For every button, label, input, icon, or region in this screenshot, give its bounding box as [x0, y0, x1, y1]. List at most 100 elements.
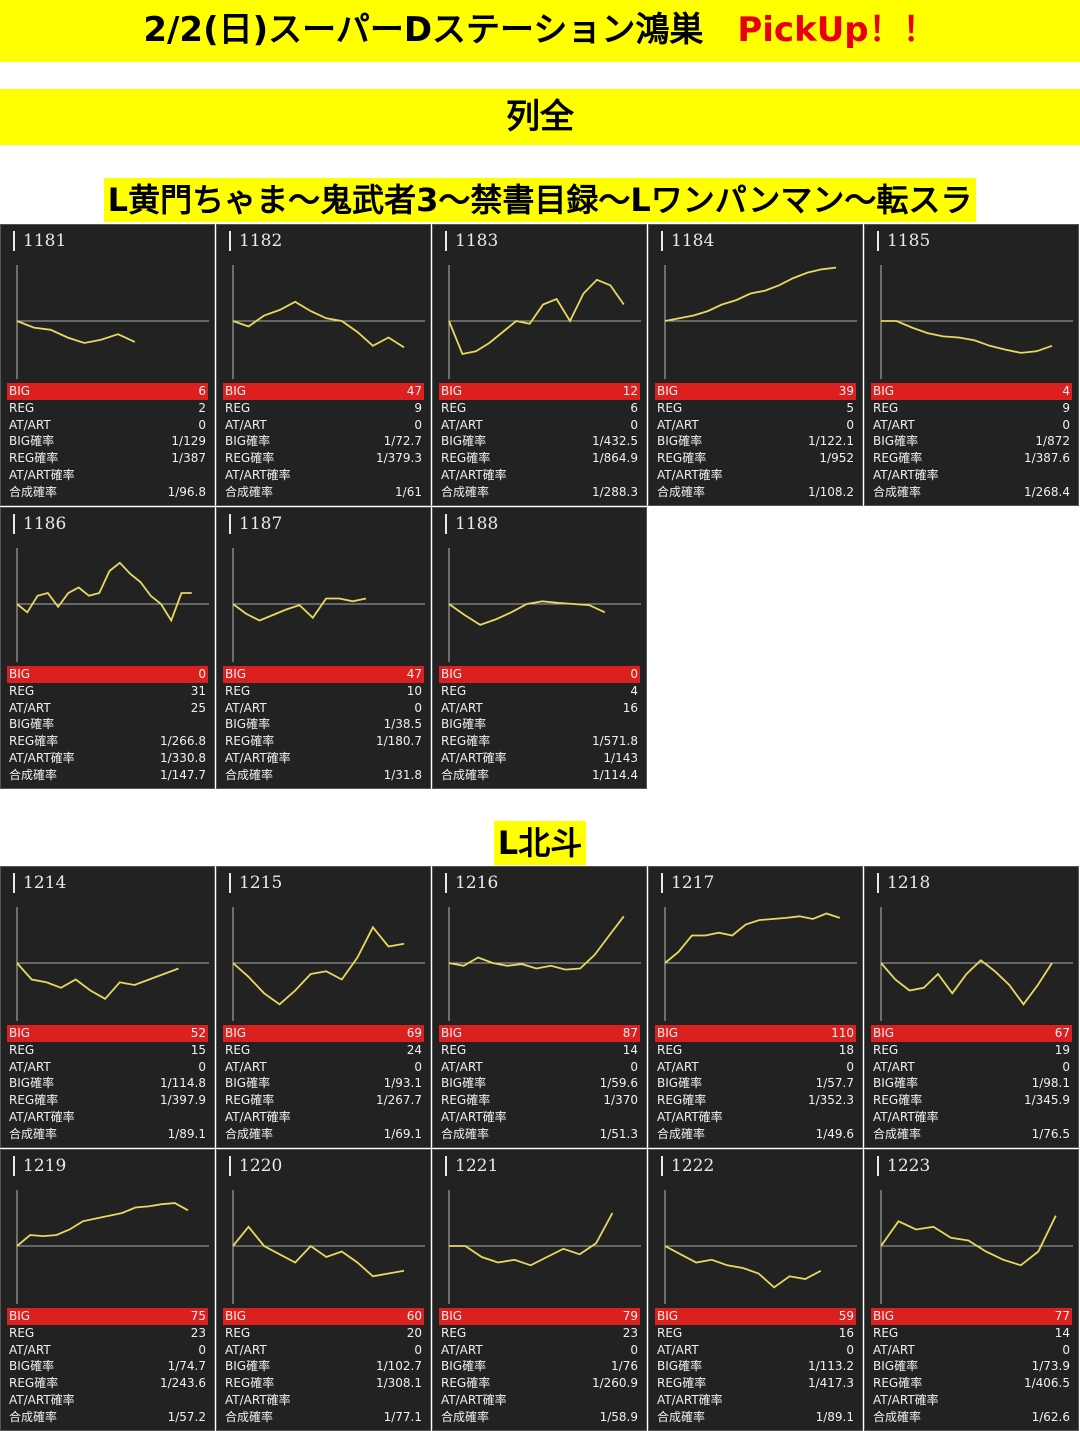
stat-row: AT/ART 0 [7, 1342, 208, 1359]
machine-card[interactable]: 1214 BIG 52 REG 15 AT/ART 0 BIG確率 1/114.8 REG確率 1/… [0, 866, 215, 1148]
stat-label: BIG [441, 1026, 463, 1040]
slump-line [232, 1225, 405, 1278]
stat-label: AT/ART確率 [441, 750, 507, 765]
stat-row: AT/ART確率 [871, 1392, 1072, 1409]
stat-label: BIG [9, 384, 31, 398]
stats-table: BIG 110 REG 18 AT/ART 0 BIG確率 1/57.7 REG確率 1/352.… [655, 1025, 856, 1143]
stat-value: 9 [1062, 400, 1070, 415]
stat-value: 0 [630, 667, 638, 681]
stat-label: BIG [9, 667, 31, 681]
stat-value: 0 [414, 700, 422, 715]
stat-label: AT/ART確率 [441, 1109, 507, 1124]
stat-label: AT/ART [441, 417, 483, 432]
machine-card[interactable]: 1220 BIG 60 REG 20 AT/ART 0 BIG確率 1/102.7 REG確率 1/… [216, 1149, 431, 1431]
stat-row: 合成確率 1/89.1 [7, 1126, 208, 1143]
stats-table: BIG 39 REG 5 AT/ART 0 BIG確率 1/122.1 REG確率 1/952 AT… [655, 383, 856, 501]
stat-row: REG確率 1/352.3 [655, 1092, 856, 1109]
machine-card[interactable]: 1223 BIG 77 REG 14 AT/ART 0 BIG確率 1/73.9 REG確率 1/4… [864, 1149, 1079, 1431]
machine-card[interactable]: 1182 BIG 47 REG 9 AT/ART 0 BIG確率 1/72.7 REG確率 1/37… [216, 224, 431, 506]
stat-row: REG 24 [223, 1042, 424, 1059]
stats-table: BIG 47 REG 9 AT/ART 0 BIG確率 1/72.7 REG確率 1/379.3 A… [223, 383, 424, 501]
stat-value: 1/108.2 [807, 484, 854, 499]
machine-card[interactable]: 1221 BIG 79 REG 23 AT/ART 0 BIG確率 1/76 REG確率 1/260… [432, 1149, 647, 1431]
stat-label: AT/ART [441, 700, 483, 715]
machine-card[interactable]: 1188 BIG 0 REG 4 AT/ART 16 BIG確率 REG確率 1/571.8 AT/… [432, 507, 647, 789]
stat-value: 1/49.6 [815, 1126, 854, 1141]
stat-value: 1/345.9 [1023, 1093, 1070, 1108]
slump-line [448, 600, 606, 626]
machine-card[interactable]: 1216 BIG 87 REG 14 AT/ART 0 BIG確率 1/59.6 REG確率 1/3… [432, 866, 647, 1148]
stat-row: AT/ART 0 [223, 700, 424, 717]
stat-value: 1/62.6 [1031, 1409, 1070, 1424]
stats-table: BIG 47 REG 10 AT/ART 0 BIG確率 1/38.5 REG確率 1/180.7… [223, 666, 424, 784]
machine-card[interactable]: 1184 BIG 39 REG 5 AT/ART 0 BIG確率 1/122.1 REG確率 1/9… [648, 224, 863, 506]
slump-line [664, 912, 841, 964]
stat-value: 1/147.7 [159, 767, 206, 782]
stat-label: REG [441, 400, 467, 415]
stat-value: 1/872 [1035, 434, 1070, 449]
slump-graph [448, 548, 641, 662]
machine-card[interactable]: 1185 BIG 4 REG 9 AT/ART 0 BIG確率 1/872 REG確率 1/387.… [864, 224, 1079, 506]
stats-table: BIG 52 REG 15 AT/ART 0 BIG確率 1/114.8 REG確率 1/397.… [7, 1025, 208, 1143]
stat-row: REG 23 [439, 1325, 640, 1342]
stat-row: BIG確率 1/74.7 [7, 1358, 208, 1375]
machine-card[interactable]: 1187 BIG 47 REG 10 AT/ART 0 BIG確率 1/38.5 REG確率 1/1… [216, 507, 431, 789]
stat-value: 14 [1054, 1325, 1070, 1340]
slump-line [448, 278, 625, 356]
stat-label: REG確率 [225, 734, 275, 749]
subtitle-banner: 列全 [0, 89, 1080, 145]
big-row: BIG 67 [871, 1025, 1072, 1042]
stat-label: AT/ART確率 [9, 750, 75, 765]
machine-number: 1219 [13, 1156, 66, 1176]
stat-row: REG 14 [439, 1042, 640, 1059]
stat-value: 10 [406, 683, 422, 698]
stat-value: 0 [846, 1342, 854, 1357]
stat-value: 1/74.7 [167, 1359, 206, 1374]
stat-label: BIG確率 [873, 1076, 919, 1091]
stat-label: AT/ART確率 [9, 467, 75, 482]
stat-value: 1/102.7 [375, 1359, 422, 1374]
big-row: BIG 47 [223, 666, 424, 683]
stat-row: AT/ART確率 [223, 1392, 424, 1409]
stat-row: 合成確率 1/114.4 [439, 767, 640, 784]
machine-card[interactable]: 1222 BIG 59 REG 16 AT/ART 0 BIG確率 1/113.2 REG確率 1/… [648, 1149, 863, 1431]
stat-label: AT/ART [9, 417, 51, 432]
stat-label: REG [225, 400, 251, 415]
stat-label: REG [873, 1325, 899, 1340]
stat-label: 合成確率 [441, 484, 490, 499]
stat-label: REG [657, 1325, 683, 1340]
stat-label: REG [225, 1325, 251, 1340]
stat-row: 合成確率 1/108.2 [655, 484, 856, 501]
machine-card[interactable]: 1217 BIG 110 REG 18 AT/ART 0 BIG確率 1/57.7 REG確率 1/… [648, 866, 863, 1148]
stat-label: AT/ART [9, 1059, 51, 1074]
stat-row: BIG確率 1/38.5 [223, 716, 424, 733]
machine-card[interactable]: 1181 BIG 6 REG 2 AT/ART 0 BIG確率 1/129 REG確率 1/387 A… [0, 224, 215, 506]
stat-label: BIG確率 [225, 1359, 271, 1374]
stat-row: 合成確率 1/96.8 [7, 484, 208, 501]
slump-line [16, 1202, 189, 1247]
machine-card[interactable]: 1219 BIG 75 REG 23 AT/ART 0 BIG確率 1/74.7 REG確率 1/2… [0, 1149, 215, 1431]
section-title-text: L北斗 [493, 821, 587, 865]
stat-value: 0 [630, 1342, 638, 1357]
machine-card[interactable]: 1215 BIG 69 REG 24 AT/ART 0 BIG確率 1/93.1 REG確率 1/2… [216, 866, 431, 1148]
stat-row: BIG確率 1/76 [439, 1358, 640, 1375]
machine-card[interactable]: 1183 BIG 12 REG 6 AT/ART 0 BIG確率 1/432.5 REG確率 1/8… [432, 224, 647, 506]
stat-label: REG確率 [657, 1093, 707, 1108]
stat-value: 69 [406, 1026, 422, 1040]
stat-value: 87 [622, 1026, 638, 1040]
stat-label: 合成確率 [225, 1126, 274, 1141]
machine-card[interactable]: 1218 BIG 67 REG 19 AT/ART 0 BIG確率 1/98.1 REG確率 1/3… [864, 866, 1079, 1148]
stat-value: 1/122.1 [807, 434, 854, 449]
stat-value: 1/952 [819, 451, 854, 466]
stats-table: BIG 60 REG 20 AT/ART 0 BIG確率 1/102.7 REG確率 1/308.… [223, 1308, 424, 1426]
stats-table: BIG 12 REG 6 AT/ART 0 BIG確率 1/432.5 REG確率 1/864.9… [439, 383, 640, 501]
slump-line [232, 925, 405, 1006]
stat-label: BIG確率 [441, 717, 487, 732]
stat-label: BIG [873, 1309, 895, 1323]
machine-card[interactable]: 1186 BIG 0 REG 31 AT/ART 25 BIG確率 REG確率 1/266.8 AT… [0, 507, 215, 789]
slump-graph [232, 548, 425, 662]
stat-label: 合成確率 [9, 1409, 58, 1424]
slump-graph [16, 1190, 209, 1304]
machine-number: 1188 [445, 514, 498, 534]
stat-label: 合成確率 [225, 767, 274, 782]
